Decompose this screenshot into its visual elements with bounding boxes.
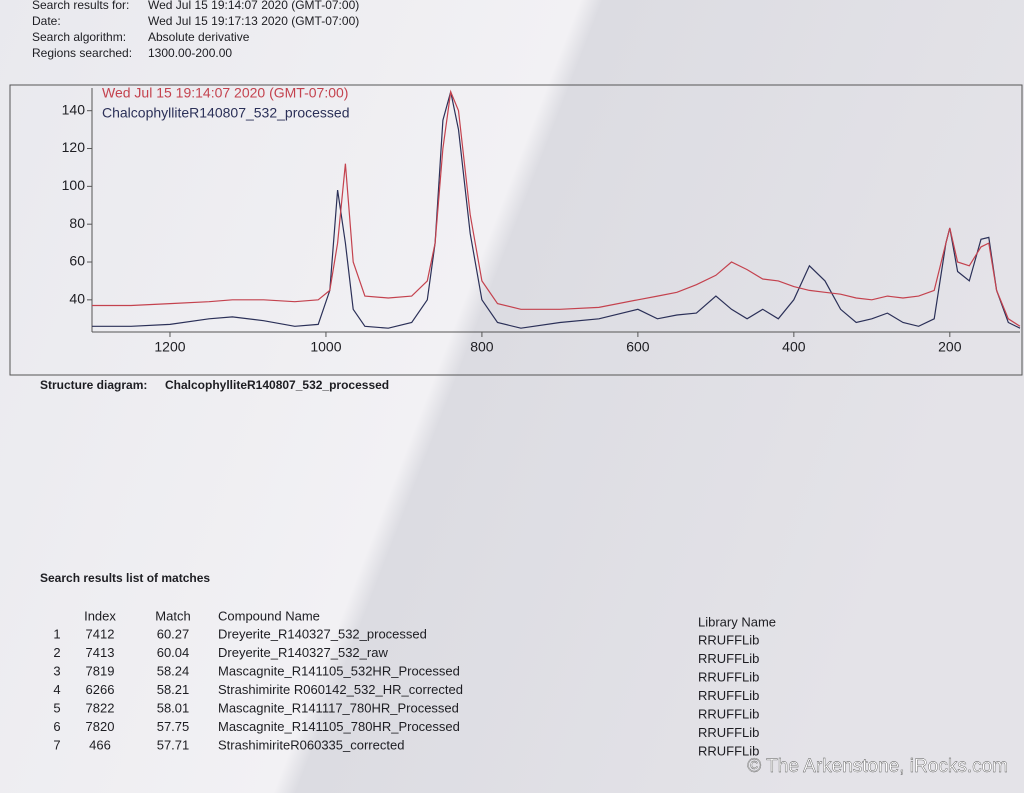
column-header: Library Name [698, 614, 776, 629]
series-line [92, 91, 1021, 329]
legend-entry: Wed Jul 15 19:14:07 2020 (GMT-07:00) [102, 85, 348, 101]
rank-cell: 3 [53, 663, 60, 678]
y-tick-label: 120 [62, 139, 86, 155]
header-value: 1300.00-200.00 [148, 46, 232, 60]
column-header: Compound Name [218, 608, 320, 623]
table-cell: Dreyerite_R140327_532_processed [218, 626, 427, 641]
watermark: © The Arkenstone, iRocks.com [747, 756, 1008, 777]
header: Search results for: Wed Jul 15 19:14:07 2… [32, 0, 359, 60]
chart: 40 60 80 100 120 140 1200 1000 800 600 400 200 Wed J… [62, 85, 1021, 355]
rank-cell: 6 [53, 719, 60, 734]
table-cell: Dreyerite_R140327_532_raw [218, 645, 388, 660]
header-label: Date: [32, 14, 61, 28]
table-cell: 60.04 [157, 645, 190, 660]
rank-cell: 1 [53, 626, 60, 641]
header-label: Search algorithm: [32, 30, 126, 44]
table-cell: 58.21 [157, 682, 190, 697]
table-cell: 58.01 [157, 700, 190, 715]
x-tick-label: 200 [938, 339, 962, 355]
table-cell: 7819 [86, 663, 115, 678]
x-tick-label: 800 [470, 339, 494, 355]
header-label: Search results for: [32, 0, 129, 12]
y-tick-label: 60 [69, 253, 85, 269]
table-cell: Strashimirite R060142_532_HR_corrected [218, 682, 463, 697]
structure-value: ChalcophylliteR140807_532_processed [165, 378, 389, 392]
legend-entry: ChalcophylliteR140807_532_processed [102, 105, 350, 121]
x-tick-label: 1200 [154, 339, 185, 355]
table-cell: Mascagnite_R141105_780HR_Processed [218, 719, 460, 734]
table-cell: 7822 [86, 700, 115, 715]
header-value: Absolute derivative [148, 30, 250, 44]
table-cell: 58.24 [157, 663, 190, 678]
rank-cell: 2 [53, 645, 60, 660]
table-cell: 60.27 [157, 626, 190, 641]
rank-cell: 5 [53, 700, 60, 715]
structure-label: Structure diagram: [40, 378, 147, 392]
table-cell: Mascagnite_R141105_532HR_Processed [218, 663, 460, 678]
x-tick-label: 600 [626, 339, 650, 355]
rank-cell: 7 [53, 737, 60, 752]
table-cell: RRUFFLib [698, 669, 759, 684]
table-cell: RRUFFLib [698, 706, 759, 721]
header-label: Regions searched: [32, 46, 132, 60]
table-cell: 57.75 [157, 719, 190, 734]
y-tick-label: 80 [69, 215, 85, 231]
table-cell: Mascagnite_R141117_780HR_Processed [218, 700, 459, 715]
table-cell: RRUFFLib [698, 725, 759, 740]
header-value: Wed Jul 15 19:14:07 2020 (GMT-07:00) [148, 0, 359, 12]
rank-cell: 4 [53, 682, 60, 697]
table-cell: 7412 [86, 626, 115, 641]
table-cell: StrashimiriteR060335_corrected [218, 737, 404, 752]
series-line [92, 89, 1021, 327]
x-tick-label: 400 [782, 339, 806, 355]
table-cell: RRUFFLib [698, 743, 759, 758]
header-value: Wed Jul 15 19:17:13 2020 (GMT-07:00) [148, 14, 359, 28]
table-cell: 57.71 [157, 737, 190, 752]
table-cell: 6266 [86, 682, 115, 697]
y-tick-label: 100 [62, 177, 86, 193]
table-cell: 466 [89, 737, 111, 752]
chart-frame [9, 84, 1023, 376]
results-table: Index Match Compound Name Library Name 1 7412… [53, 608, 776, 758]
table-cell: 7820 [86, 719, 115, 734]
column-header: Match [155, 608, 190, 623]
column-header: Index [84, 608, 116, 623]
y-tick-label: 40 [69, 291, 85, 307]
table-cell: RRUFFLib [698, 632, 759, 647]
y-tick-label: 140 [62, 101, 86, 117]
results-title: Search results list of matches [40, 571, 210, 585]
table-cell: RRUFFLib [698, 688, 759, 703]
x-tick-label: 1000 [310, 339, 341, 355]
table-cell: RRUFFLib [698, 651, 759, 666]
table-cell: 7413 [86, 645, 115, 660]
